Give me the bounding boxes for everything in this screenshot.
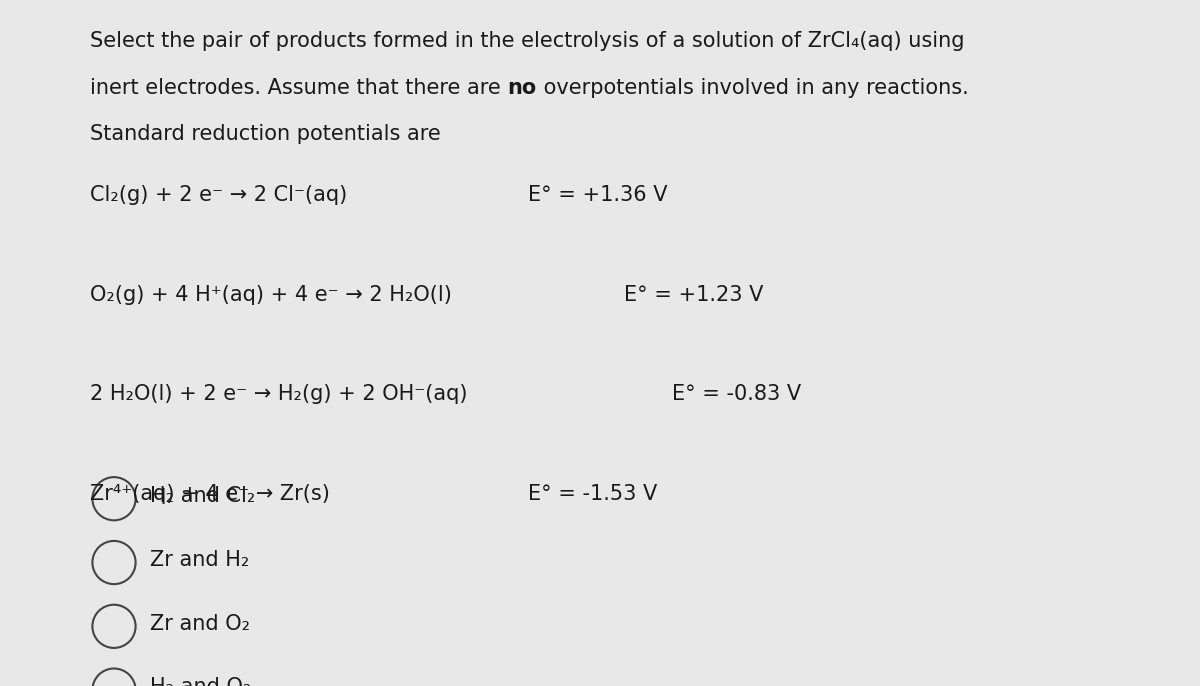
Text: H₂ and Cl₂: H₂ and Cl₂	[150, 486, 256, 506]
Text: E° = -1.53 V: E° = -1.53 V	[528, 484, 658, 504]
Text: H₂ and O₂: H₂ and O₂	[150, 677, 251, 686]
Text: Standard reduction potentials are: Standard reduction potentials are	[90, 124, 440, 144]
Text: overpotentials involved in any reactions.: overpotentials involved in any reactions…	[536, 78, 968, 97]
Text: Zr and O₂: Zr and O₂	[150, 613, 250, 634]
Text: inert electrodes. Assume that there are: inert electrodes. Assume that there are	[90, 78, 508, 97]
Text: O₂(g) + 4 H⁺(aq) + 4 e⁻ → 2 H₂O(l): O₂(g) + 4 H⁺(aq) + 4 e⁻ → 2 H₂O(l)	[90, 285, 452, 305]
Text: Zr and H₂: Zr and H₂	[150, 549, 250, 570]
Text: Zr⁴⁺(aq) + 4 e⁻ → Zr(s): Zr⁴⁺(aq) + 4 e⁻ → Zr(s)	[90, 484, 330, 504]
Text: Cl₂(g) + 2 e⁻ → 2 Cl⁻(aq): Cl₂(g) + 2 e⁻ → 2 Cl⁻(aq)	[90, 185, 347, 205]
Text: E° = -0.83 V: E° = -0.83 V	[672, 384, 802, 404]
Text: 2 H₂O(l) + 2 e⁻ → H₂(g) + 2 OH⁻(aq): 2 H₂O(l) + 2 e⁻ → H₂(g) + 2 OH⁻(aq)	[90, 384, 468, 404]
Text: no: no	[508, 78, 536, 97]
Text: E° = +1.36 V: E° = +1.36 V	[528, 185, 667, 205]
Text: Select the pair of products formed in the electrolysis of a solution of ZrCl₄(aq: Select the pair of products formed in th…	[90, 31, 965, 51]
Text: E° = +1.23 V: E° = +1.23 V	[624, 285, 763, 305]
